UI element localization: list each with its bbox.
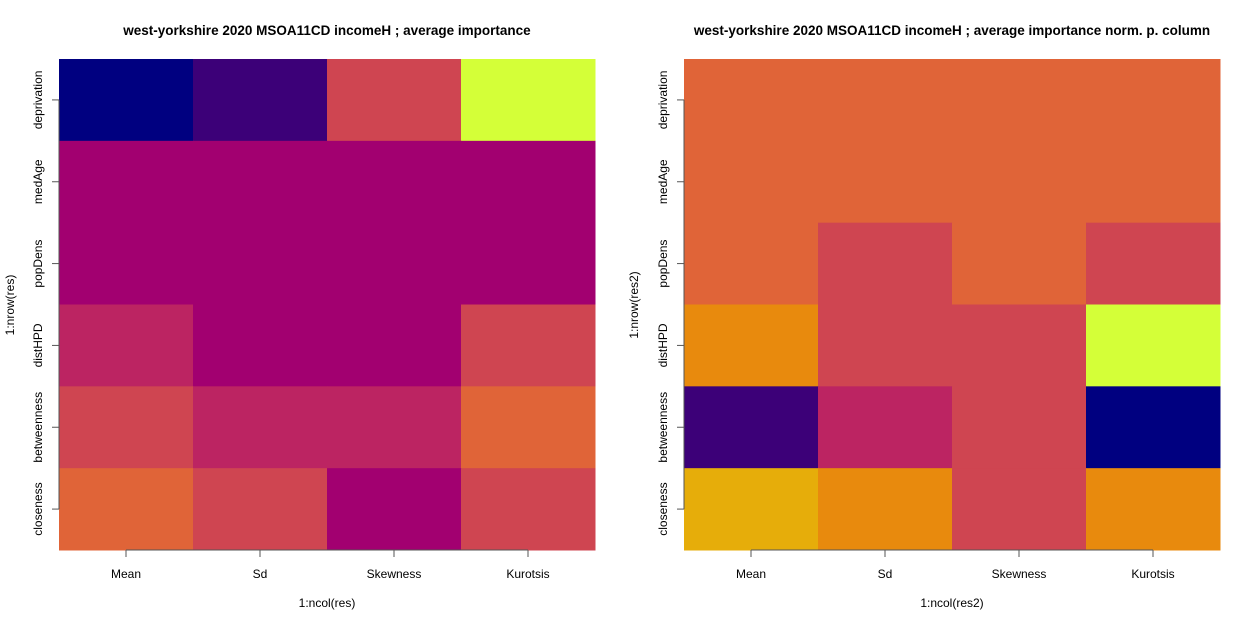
y-tick-label: medAge (31, 159, 45, 204)
heatmap-cell (327, 386, 462, 469)
heatmap-cell (818, 386, 953, 469)
heatmap-cell (327, 59, 462, 142)
heatmap-cell (461, 304, 596, 387)
x-tick-label: Skewness (367, 567, 422, 581)
heatmap-cells (59, 59, 596, 551)
heatmap-cell (952, 386, 1087, 469)
heatmap-cell (59, 386, 194, 469)
y-tick-label: betweenness (656, 392, 670, 463)
x-tick-label: Mean (736, 567, 766, 581)
heatmap-cell (461, 59, 596, 142)
y-tick-label: betweenness (31, 392, 45, 463)
heatmap-cell (327, 140, 462, 224)
chart-title: west-yorkshire 2020 MSOA11CD incomeH ; a… (122, 23, 531, 38)
heatmap-cell (1086, 59, 1221, 142)
heatmap-cell (1086, 140, 1221, 224)
x-tick-label: Kurotsis (1131, 567, 1174, 581)
heatmap-cell (1086, 304, 1221, 387)
heatmap-cell (1086, 222, 1221, 305)
y-tick-label: popDens (31, 240, 45, 288)
y-tick-label: distHPD (31, 323, 45, 367)
heatmap-cell (818, 468, 953, 551)
y-tick-label: deprivation (656, 71, 670, 130)
heatmap-cell (59, 140, 194, 224)
heatmap-cell (684, 140, 819, 224)
heatmap-panel-normalized-per-column: west-yorkshire 2020 MSOA11CD incomeH ; a… (627, 23, 1221, 610)
heatmap-cell (952, 468, 1087, 551)
heatmap-cell (684, 386, 819, 469)
y-tick-label: popDens (656, 240, 670, 288)
heatmap-cell (461, 222, 596, 305)
axes: Mean Sd Skewness Kurotsis deprivation medAge p… (31, 71, 550, 581)
heatmap-cell (193, 304, 328, 387)
y-tick-label: distHPD (656, 323, 670, 367)
x-tick-label: Sd (878, 567, 893, 581)
heatmap-cell (818, 140, 953, 224)
heatmap-cell (952, 140, 1087, 224)
x-tick-label: Mean (111, 567, 141, 581)
chart-title: west-yorkshire 2020 MSOA11CD incomeH ; a… (693, 23, 1210, 38)
heatmap-cell (818, 59, 953, 142)
heatmap-cell (59, 304, 194, 387)
heatmap-cell (952, 59, 1087, 142)
heatmap-cells (684, 59, 1221, 551)
x-tick-label: Kurotsis (506, 567, 549, 581)
heatmap-cell (684, 304, 819, 387)
x-axis-label: 1:ncol(res2) (920, 596, 983, 610)
heatmap-cell (818, 222, 953, 305)
y-axis-label: 1:nrow(res2) (627, 271, 641, 338)
heatmap-cell (461, 386, 596, 469)
heatmap-cell (59, 468, 194, 551)
heatmap-cell (327, 304, 462, 387)
heatmap-cell (1086, 468, 1221, 551)
heatmap-cell (818, 304, 953, 387)
x-axis-label: 1:ncol(res) (299, 596, 356, 610)
y-tick-label: medAge (656, 159, 670, 204)
heatmap-cell (193, 386, 328, 469)
y-tick-label: closeness (656, 482, 670, 535)
heatmap-cell (684, 222, 819, 305)
heatmap-cell (461, 140, 596, 224)
heatmap-cell (193, 468, 328, 551)
heatmap-cell (684, 59, 819, 142)
y-tick-label: deprivation (31, 71, 45, 130)
heatmap-panel-average-importance: west-yorkshire 2020 MSOA11CD incomeH ; a… (3, 23, 596, 610)
heatmap-cell (461, 468, 596, 551)
heatmap-cell (59, 59, 194, 142)
heatmap-cell (193, 222, 328, 305)
heatmap-cell (952, 304, 1087, 387)
heatmap-cell (952, 222, 1087, 305)
heatmap-cell (193, 140, 328, 224)
x-tick-label: Skewness (992, 567, 1047, 581)
heatmap-cell (1086, 386, 1221, 469)
heatmap-cell (684, 468, 819, 551)
axes: Mean Sd Skewness Kurotsis deprivation medAge p… (656, 71, 1175, 581)
heatmap-cell (327, 468, 462, 551)
heatmap-cell (327, 222, 462, 305)
y-axis-label: 1:nrow(res) (3, 275, 17, 336)
x-tick-label: Sd (253, 567, 268, 581)
y-tick-label: closeness (31, 482, 45, 535)
heatmap-cell (193, 59, 328, 142)
heatmap-cell (59, 222, 194, 305)
